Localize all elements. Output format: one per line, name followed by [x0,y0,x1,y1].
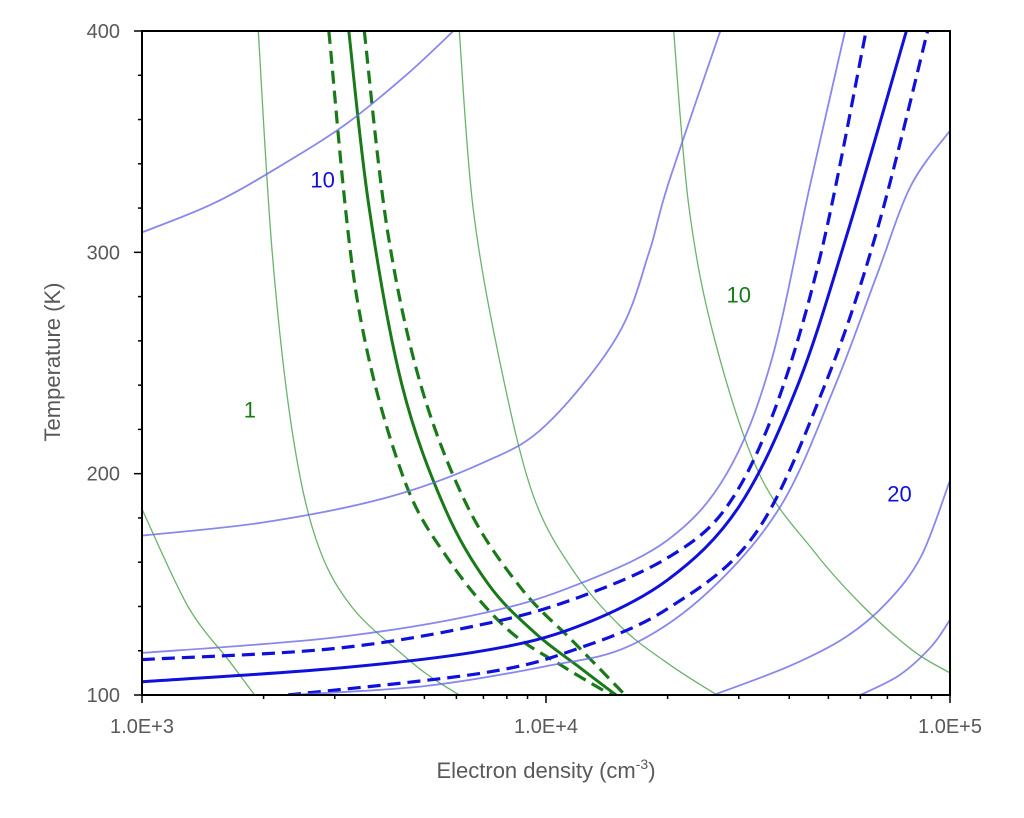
contour-label-green-1: 10 [727,282,751,307]
contour-label-green-2: 1 [244,398,256,423]
blue-solid-line-11 [142,31,908,684]
blue-dashed-line-10 [142,31,868,662]
x-tick-label-1: 1.0E+4 [514,716,578,738]
y-tick-label-3: 400 [87,21,120,43]
contour-labels: 10 10 1 20 [240,163,916,510]
blue-contour-line-14 [713,479,950,695]
tick-labels: 100 200 300 400 1.0E+3 1.0E+4 1.0E+5 [87,21,982,738]
green-contour-line-2 [458,31,718,695]
y-tick-label-0: 100 [87,685,120,707]
x-tick-label-2: 1.0E+5 [918,716,982,738]
y-tick-label-1: 200 [87,464,120,486]
blue-contour-line-13 [288,130,950,695]
axis-ticks [134,30,951,703]
y-axis-title: Temperature (K) [40,283,65,442]
x-axis-title-sup: -3 [636,756,649,772]
green-solid-line-5 [347,31,617,695]
x-axis-title: Electron density (cm-3) [436,756,655,783]
blue-contour-line-15 [859,619,950,695]
series-layer [142,31,950,695]
contour-label-blue-3: 20 [887,482,911,507]
blue-contour-line-9 [142,31,846,654]
green-contour-line-1 [257,31,460,695]
y-tick-label-2: 300 [87,242,120,264]
blue-contour-line-8 [142,31,722,537]
x-tick-label-0: 1.0E+3 [110,716,174,738]
green-contour-line-0 [142,508,256,695]
blue-contour-line-7 [142,31,455,234]
green-dashed-line-6 [362,31,627,695]
contour-label-blue-0: 10 [310,167,334,192]
